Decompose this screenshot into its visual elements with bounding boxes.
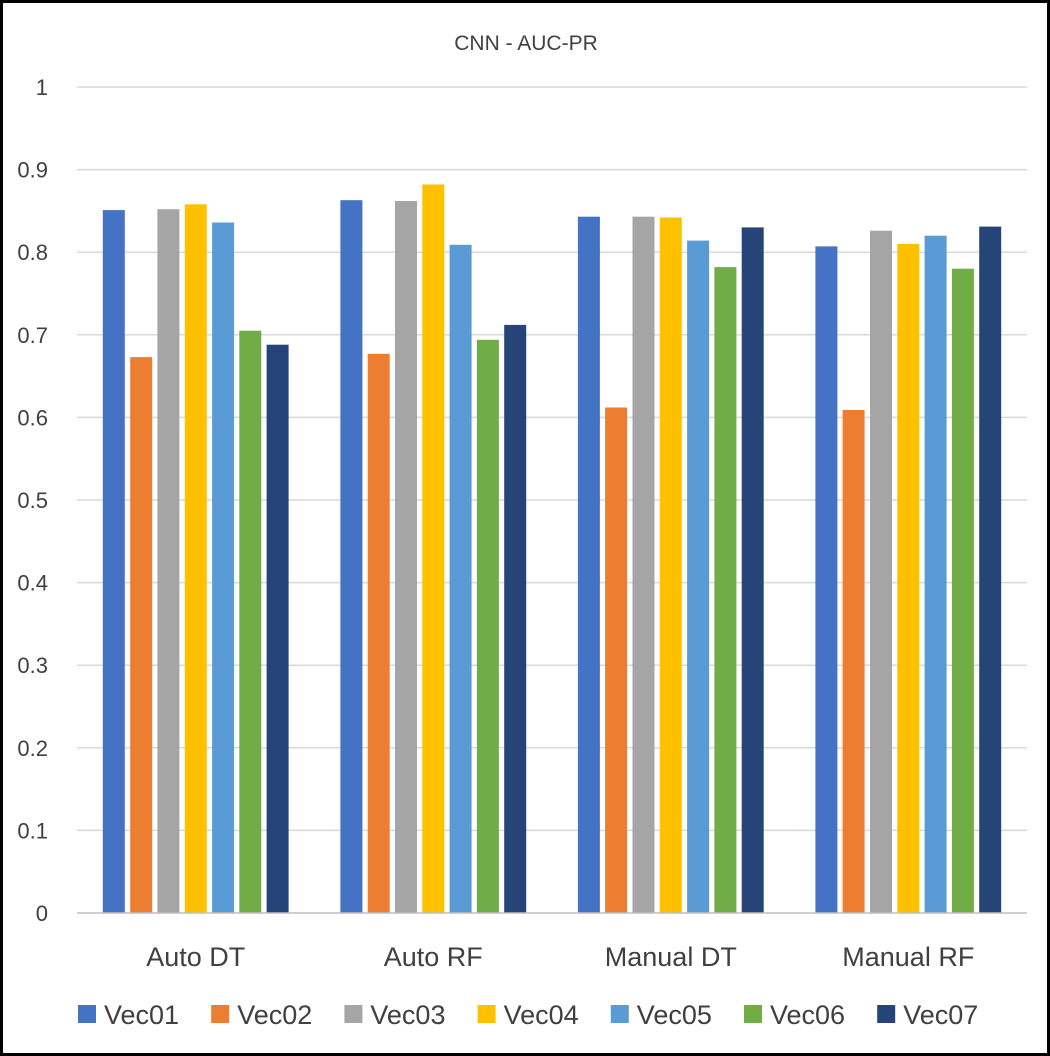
legend-label: Vec04 [504,1000,579,1030]
bar-vec01-auto-rf [340,200,363,913]
legend-swatch [744,1005,762,1023]
bar-vec04-manual-dt [659,217,682,913]
legend-swatch [344,1005,363,1023]
legend-swatch [877,1005,896,1023]
bar-vec03-manual-rf [870,230,892,913]
gridlines [77,86,1027,832]
x-axis-ticks: Auto DT Auto RF Manual DT Manual RF [146,942,974,972]
chart-title: CNN - AUC-PR [454,32,598,55]
bar-vec02-manual-dt [605,407,628,913]
bar-vec05-auto-rf [449,244,472,914]
bar-vec06-manual-rf [951,268,974,913]
y-tick-label: 0.5 [17,488,48,513]
y-tick-label: 1 [36,75,48,100]
bar-vec02-manual-rf [842,410,865,913]
bar-vec01-manual-dt [577,216,600,913]
bar-vec02-auto-rf [367,353,390,913]
y-tick-label: 0.9 [17,158,48,183]
bar-vec02-auto-dt [130,357,153,914]
x-tick-label: Auto RF [384,942,483,972]
bar-vec07-manual-dt [741,227,764,913]
legend-swatch [610,1005,629,1023]
bar-vec06-auto-dt [239,330,262,913]
bar-vec07-auto-dt [266,344,289,913]
bar-vec04-manual-rf [897,243,920,913]
legend-label: Vec02 [237,1000,312,1030]
legend-label: Vec07 [903,1000,978,1030]
legend-label: Vec05 [637,1000,712,1030]
bar-vec07-manual-rf [979,226,1002,914]
legend-swatch [477,1005,496,1023]
bar-vec04-auto-rf [422,184,445,913]
legend-swatch [78,1005,96,1023]
y-tick-label: 0.1 [17,818,48,843]
x-tick-label: Manual RF [842,942,974,972]
bar-vec05-manual-rf [924,235,947,913]
legend-label: Vec06 [770,1000,845,1030]
bar-vec04-auto-dt [184,204,207,914]
bar-vec05-manual-dt [687,240,710,914]
bar-vec06-manual-dt [714,267,737,914]
legend-swatch [211,1005,230,1023]
bar-vec01-manual-rf [815,246,838,913]
bar-vec03-auto-dt [157,209,180,913]
y-axis-ticks: 0 0.1 0.2 0.3 0.4 0.5 0.6 0.7 0.8 0.9 1 [17,75,48,926]
y-tick-label: 0.6 [17,405,48,430]
y-tick-label: 0 [36,901,48,926]
legend-label: Vec01 [104,1000,179,1030]
bar-vec07-auto-rf [504,324,527,913]
y-tick-label: 0.4 [17,571,48,596]
bar-vec06-auto-rf [476,339,499,913]
bar-vec05-auto-dt [212,222,235,913]
y-tick-label: 0.2 [17,736,48,761]
legend: Vec01 Vec02 Vec03 Vec04 Vec05 Vec06 Vec07 [78,1000,978,1030]
bar-series [102,184,1002,914]
bar-vec03-auto-rf [395,201,417,913]
x-tick-label: Manual DT [605,942,737,972]
y-tick-label: 0.3 [17,653,48,678]
bar-vec03-manual-dt [632,216,655,913]
x-tick-label: Auto DT [146,942,245,972]
y-tick-label: 0.8 [17,240,48,265]
legend-label: Vec03 [370,1000,445,1030]
bar-vec01-auto-dt [102,210,125,914]
y-tick-label: 0.7 [17,323,48,348]
